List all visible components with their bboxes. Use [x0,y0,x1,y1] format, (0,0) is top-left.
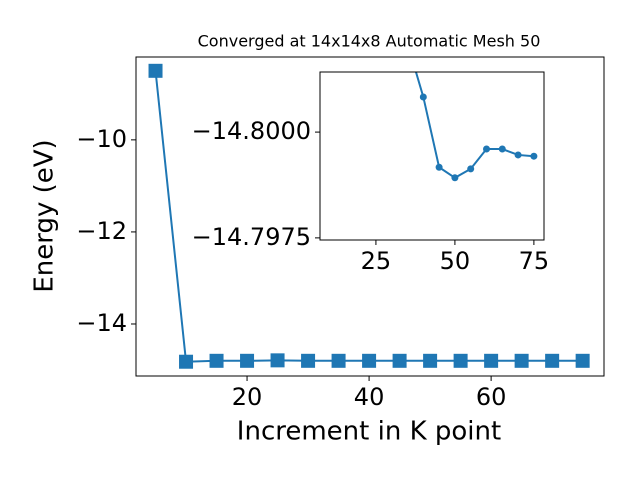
x-tick-label: 20 [232,383,263,411]
x-axis-label: Increment in K point [237,417,501,447]
point [575,353,590,368]
axes-frame [319,71,545,241]
y-tick-label: −14.8000 [192,117,311,145]
plot [148,63,590,369]
point [423,353,438,368]
x-tick-label: 50 [440,247,471,275]
x-tick-label: 25 [361,247,392,275]
y-axis-label: Energy (eV) [30,139,60,292]
plot [414,72,538,182]
point [484,353,499,368]
point [545,353,560,368]
point [451,174,459,182]
point [301,353,316,368]
chart-title: Converged at 14x14x8 Automatic Mesh 50 [198,32,541,51]
point [467,165,475,173]
point [498,145,506,153]
point [270,353,285,368]
point [419,93,427,101]
point [514,151,522,159]
point [453,353,468,368]
x-tick-label: 60 [476,383,507,411]
point [530,152,538,160]
point [482,145,490,153]
y-tick-label: −10 [76,125,127,153]
point [362,353,377,368]
point [392,353,407,368]
axes-frame [135,56,605,377]
y-tick-label: −14 [76,309,127,337]
plot-area [320,72,544,240]
x-tick-label: 40 [354,383,385,411]
point [148,63,163,78]
point [435,163,443,171]
point [514,353,529,368]
point [209,353,224,368]
x-tick-label: 75 [519,247,550,275]
point [179,354,194,369]
point [331,353,346,368]
point [240,353,255,368]
y-tick-label: −12 [76,217,127,245]
y-tick-label: −14.7975 [192,223,311,251]
